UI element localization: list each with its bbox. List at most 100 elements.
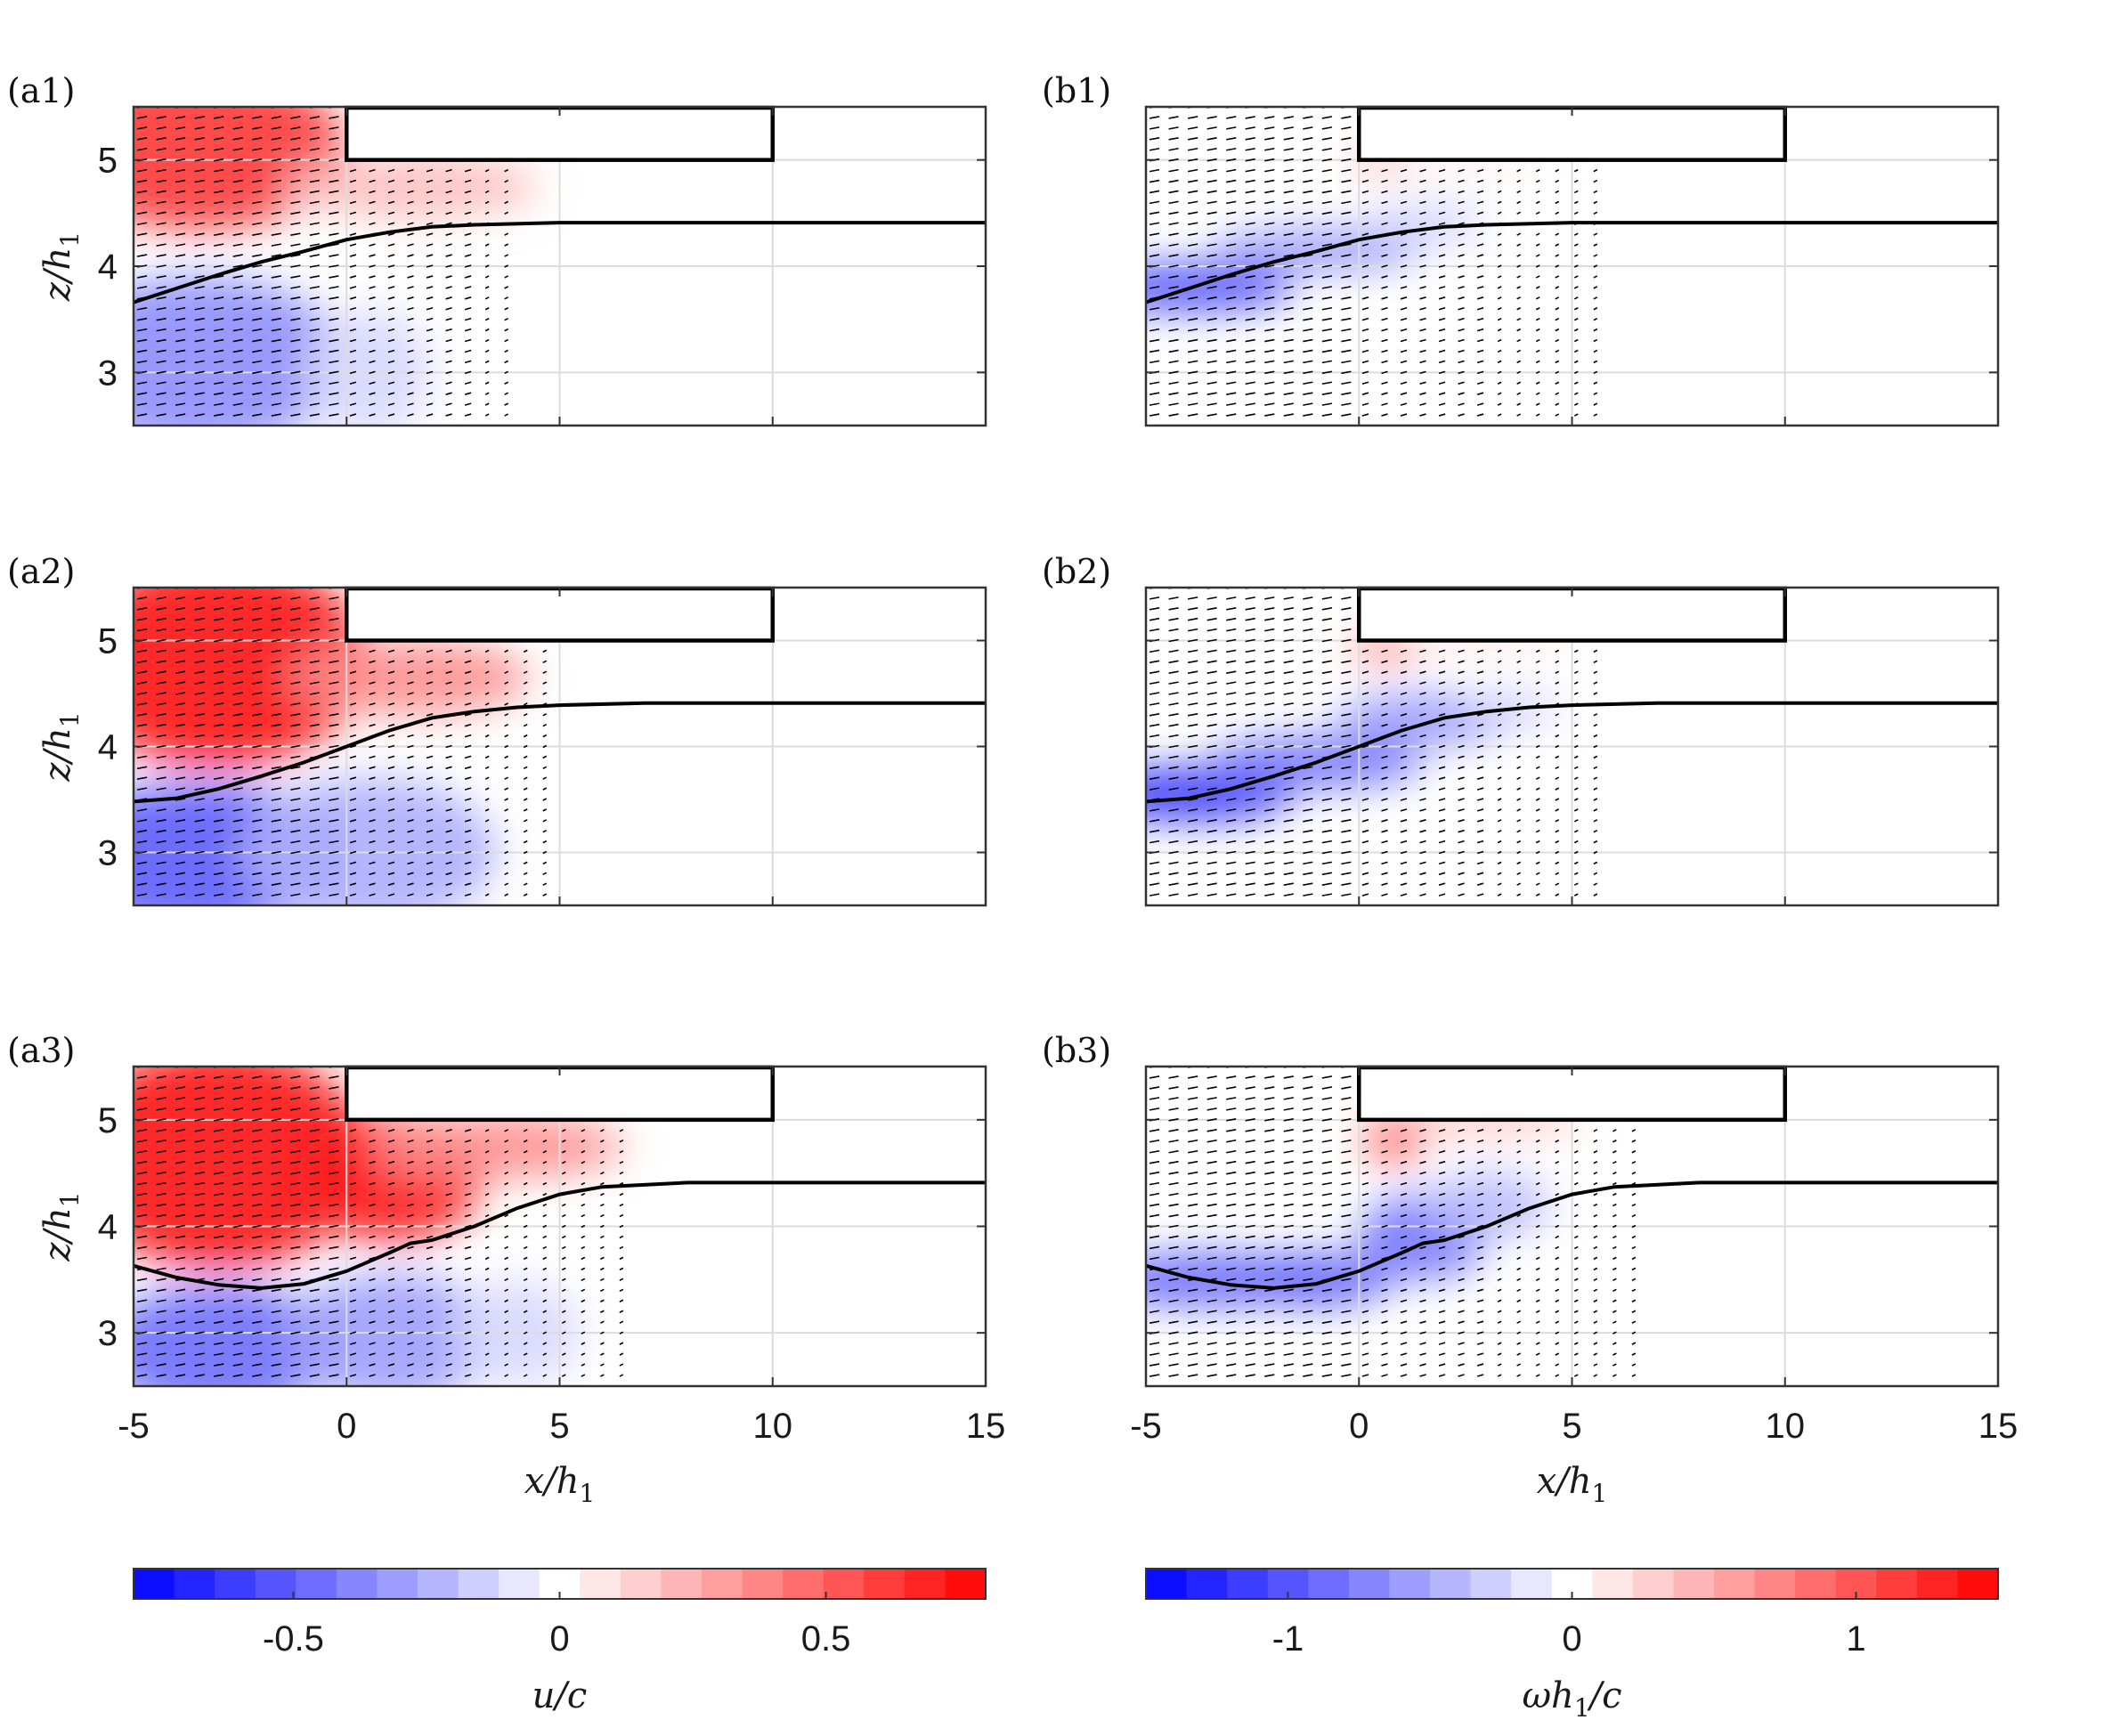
arrow [1226,392,1237,395]
arrow [1245,1097,1255,1100]
arrow [504,1278,509,1282]
arrow [329,1310,339,1314]
colorbar-level [1146,1569,1188,1599]
arrow [1555,211,1560,215]
arrow [136,1139,148,1143]
arrow [156,893,167,896]
arrow [194,766,205,770]
arrow [523,1363,528,1367]
arrow [252,829,263,833]
arrow [1283,692,1294,695]
arrow [426,275,434,279]
arrow [1381,1374,1388,1377]
arrow [1206,1181,1217,1186]
arrow [1226,1149,1237,1154]
arrow [156,829,167,833]
arrow [232,1213,243,1218]
arrow [1573,307,1579,311]
arrow [214,338,224,343]
arrow [1535,1363,1540,1367]
arrow [1476,1288,1484,1293]
arrow [426,819,434,823]
arrow [1187,232,1198,236]
arrow [290,1171,301,1175]
arrow [1438,872,1446,876]
arrow [484,1213,490,1218]
arrow [309,607,321,611]
arrow [136,617,148,621]
arrow [194,819,205,823]
arrow [1226,296,1237,300]
arrow [232,317,243,321]
arrow [175,1203,186,1207]
arrow [214,349,224,353]
arrow [445,744,452,749]
arrow [329,317,339,321]
arrow [1321,1086,1333,1090]
arrow [252,1181,263,1186]
colorbar-level [1430,1569,1472,1599]
arrow [1497,1160,1502,1164]
arrow [194,1374,205,1377]
arrow [1187,360,1198,364]
arrow [156,649,167,653]
arrow [1341,755,1352,759]
arrow [252,744,263,749]
arrow [1593,1374,1598,1377]
arrow [1438,317,1446,321]
arrow [1283,137,1294,141]
arrow [1555,713,1560,717]
arrow [1303,179,1313,183]
arrow [252,702,263,706]
arrow [309,306,321,311]
arrow [156,1086,167,1090]
arrow [1206,264,1217,268]
arrow [329,1288,339,1293]
arrow [1497,670,1502,674]
arrow [1419,819,1426,823]
arrow [1381,222,1388,226]
arrow [445,1331,452,1334]
arrow [1593,349,1598,353]
arrow [523,1320,528,1324]
arrow [369,286,376,289]
arrow [1168,861,1179,865]
arrow [214,168,224,173]
arrow [214,190,224,194]
arrow [1631,1342,1637,1345]
arrow [1593,1213,1598,1218]
arrow [1321,798,1333,801]
field-blob [282,154,539,219]
arrow [1400,275,1408,279]
arrow [542,808,548,812]
arrow [1497,1192,1502,1197]
arrow [156,596,167,600]
arrow [1361,1171,1369,1175]
arrow [290,254,301,257]
arrow [484,402,490,406]
arrow [387,692,395,695]
arrow [1245,1224,1255,1229]
arrow [252,1310,263,1314]
arrow [349,190,357,194]
arrow [407,893,414,896]
arrow [252,713,263,717]
arrow [523,1256,528,1261]
arrow [1168,872,1179,876]
arrow [1303,1320,1313,1324]
arrow [561,1150,566,1154]
arrow [1438,328,1446,332]
arrow [194,168,205,173]
arrow [599,1342,605,1345]
arrow [1631,1288,1637,1293]
arrow [136,211,148,215]
arrow [1226,617,1237,621]
arrow [232,1171,243,1175]
arrow [1168,882,1179,886]
arrow [309,850,321,855]
arrow [1573,776,1579,780]
arrow [1283,211,1294,215]
arrow [1149,628,1160,632]
arrow [1381,254,1388,257]
arrow [1361,317,1369,321]
